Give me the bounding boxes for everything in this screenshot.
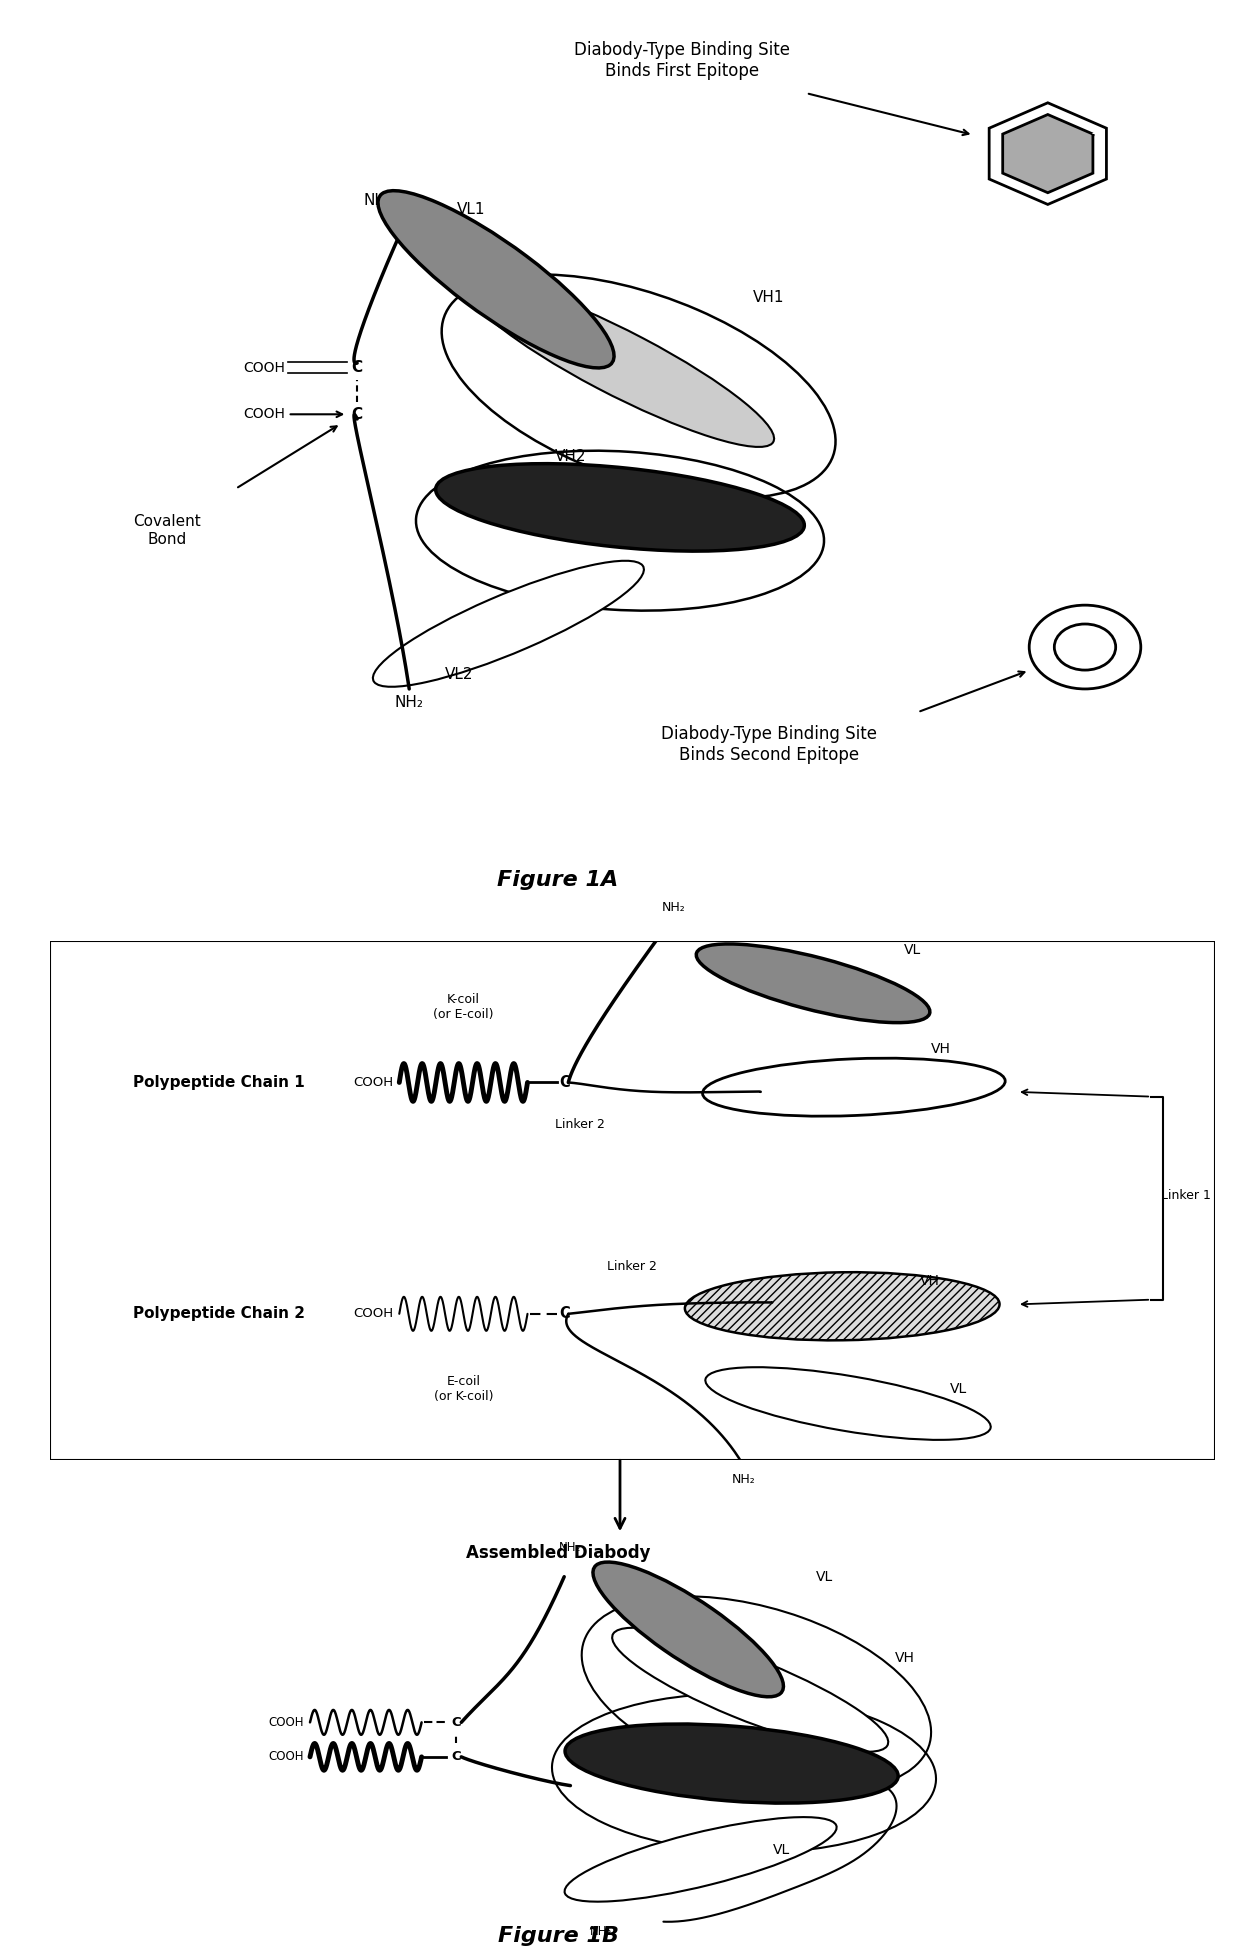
Text: COOH: COOH xyxy=(243,408,285,421)
Text: NH₂: NH₂ xyxy=(590,1925,613,1938)
Text: C: C xyxy=(451,1750,461,1764)
Text: Polypeptide Chain 1: Polypeptide Chain 1 xyxy=(133,1074,305,1090)
Text: VH: VH xyxy=(895,1650,915,1666)
Text: VH: VH xyxy=(920,1274,940,1288)
Text: VL1: VL1 xyxy=(458,202,485,218)
Text: VH1: VH1 xyxy=(753,290,785,306)
Text: VL: VL xyxy=(773,1842,790,1856)
Text: C: C xyxy=(352,361,362,374)
Text: C: C xyxy=(559,1074,570,1090)
Text: Polypeptide Chain 2: Polypeptide Chain 2 xyxy=(133,1305,305,1321)
Circle shape xyxy=(1029,606,1141,690)
Ellipse shape xyxy=(696,945,930,1023)
Text: C: C xyxy=(352,408,362,421)
Text: NH₂: NH₂ xyxy=(559,1541,582,1554)
Ellipse shape xyxy=(706,1368,991,1441)
Text: VH2: VH2 xyxy=(554,449,587,465)
Circle shape xyxy=(1054,623,1116,670)
Ellipse shape xyxy=(373,561,644,686)
Text: Figure 1B: Figure 1B xyxy=(497,1927,619,1946)
Text: NH₂: NH₂ xyxy=(394,696,424,710)
Text: C: C xyxy=(451,1715,461,1729)
Text: COOH: COOH xyxy=(268,1715,304,1729)
Text: VL: VL xyxy=(950,1382,967,1396)
Text: Covalent
Bond: Covalent Bond xyxy=(134,514,201,547)
Text: VH: VH xyxy=(931,1043,951,1056)
Text: Diabody-Type Binding Site
Binds Second Epitope: Diabody-Type Binding Site Binds Second E… xyxy=(661,725,877,764)
Ellipse shape xyxy=(593,1562,784,1697)
Ellipse shape xyxy=(703,1058,1006,1115)
Ellipse shape xyxy=(378,190,614,368)
Text: NH₂: NH₂ xyxy=(732,1472,755,1486)
Text: COOH: COOH xyxy=(353,1076,393,1090)
Text: VL2: VL2 xyxy=(445,668,472,682)
Text: Diabody-Type Binding Site
Binds First Epitope: Diabody-Type Binding Site Binds First Ep… xyxy=(574,41,790,80)
Ellipse shape xyxy=(466,278,774,447)
Text: NH₂: NH₂ xyxy=(363,192,393,208)
Ellipse shape xyxy=(613,1627,888,1752)
Polygon shape xyxy=(1003,114,1092,192)
Text: VL: VL xyxy=(904,943,921,956)
Text: COOH: COOH xyxy=(243,361,285,374)
Text: COOH: COOH xyxy=(268,1750,304,1764)
Ellipse shape xyxy=(565,1725,898,1803)
Text: VL: VL xyxy=(816,1570,833,1584)
Text: COOH: COOH xyxy=(353,1307,393,1321)
Text: C: C xyxy=(559,1305,570,1321)
Text: Linker 2: Linker 2 xyxy=(556,1119,605,1131)
Ellipse shape xyxy=(435,465,805,551)
Text: Assembled Diabody: Assembled Diabody xyxy=(466,1544,650,1562)
Text: NH₂: NH₂ xyxy=(661,902,684,913)
Text: Figure 1A: Figure 1A xyxy=(497,870,619,890)
Text: E-coil
(or K-coil): E-coil (or K-coil) xyxy=(434,1376,494,1403)
Ellipse shape xyxy=(684,1272,999,1341)
Text: Linker 1: Linker 1 xyxy=(1161,1190,1211,1201)
Text: VH: VH xyxy=(784,1737,804,1752)
Text: K-coil
(or E-coil): K-coil (or E-coil) xyxy=(433,994,494,1021)
Text: Linker 2: Linker 2 xyxy=(608,1260,657,1274)
Ellipse shape xyxy=(564,1817,837,1901)
